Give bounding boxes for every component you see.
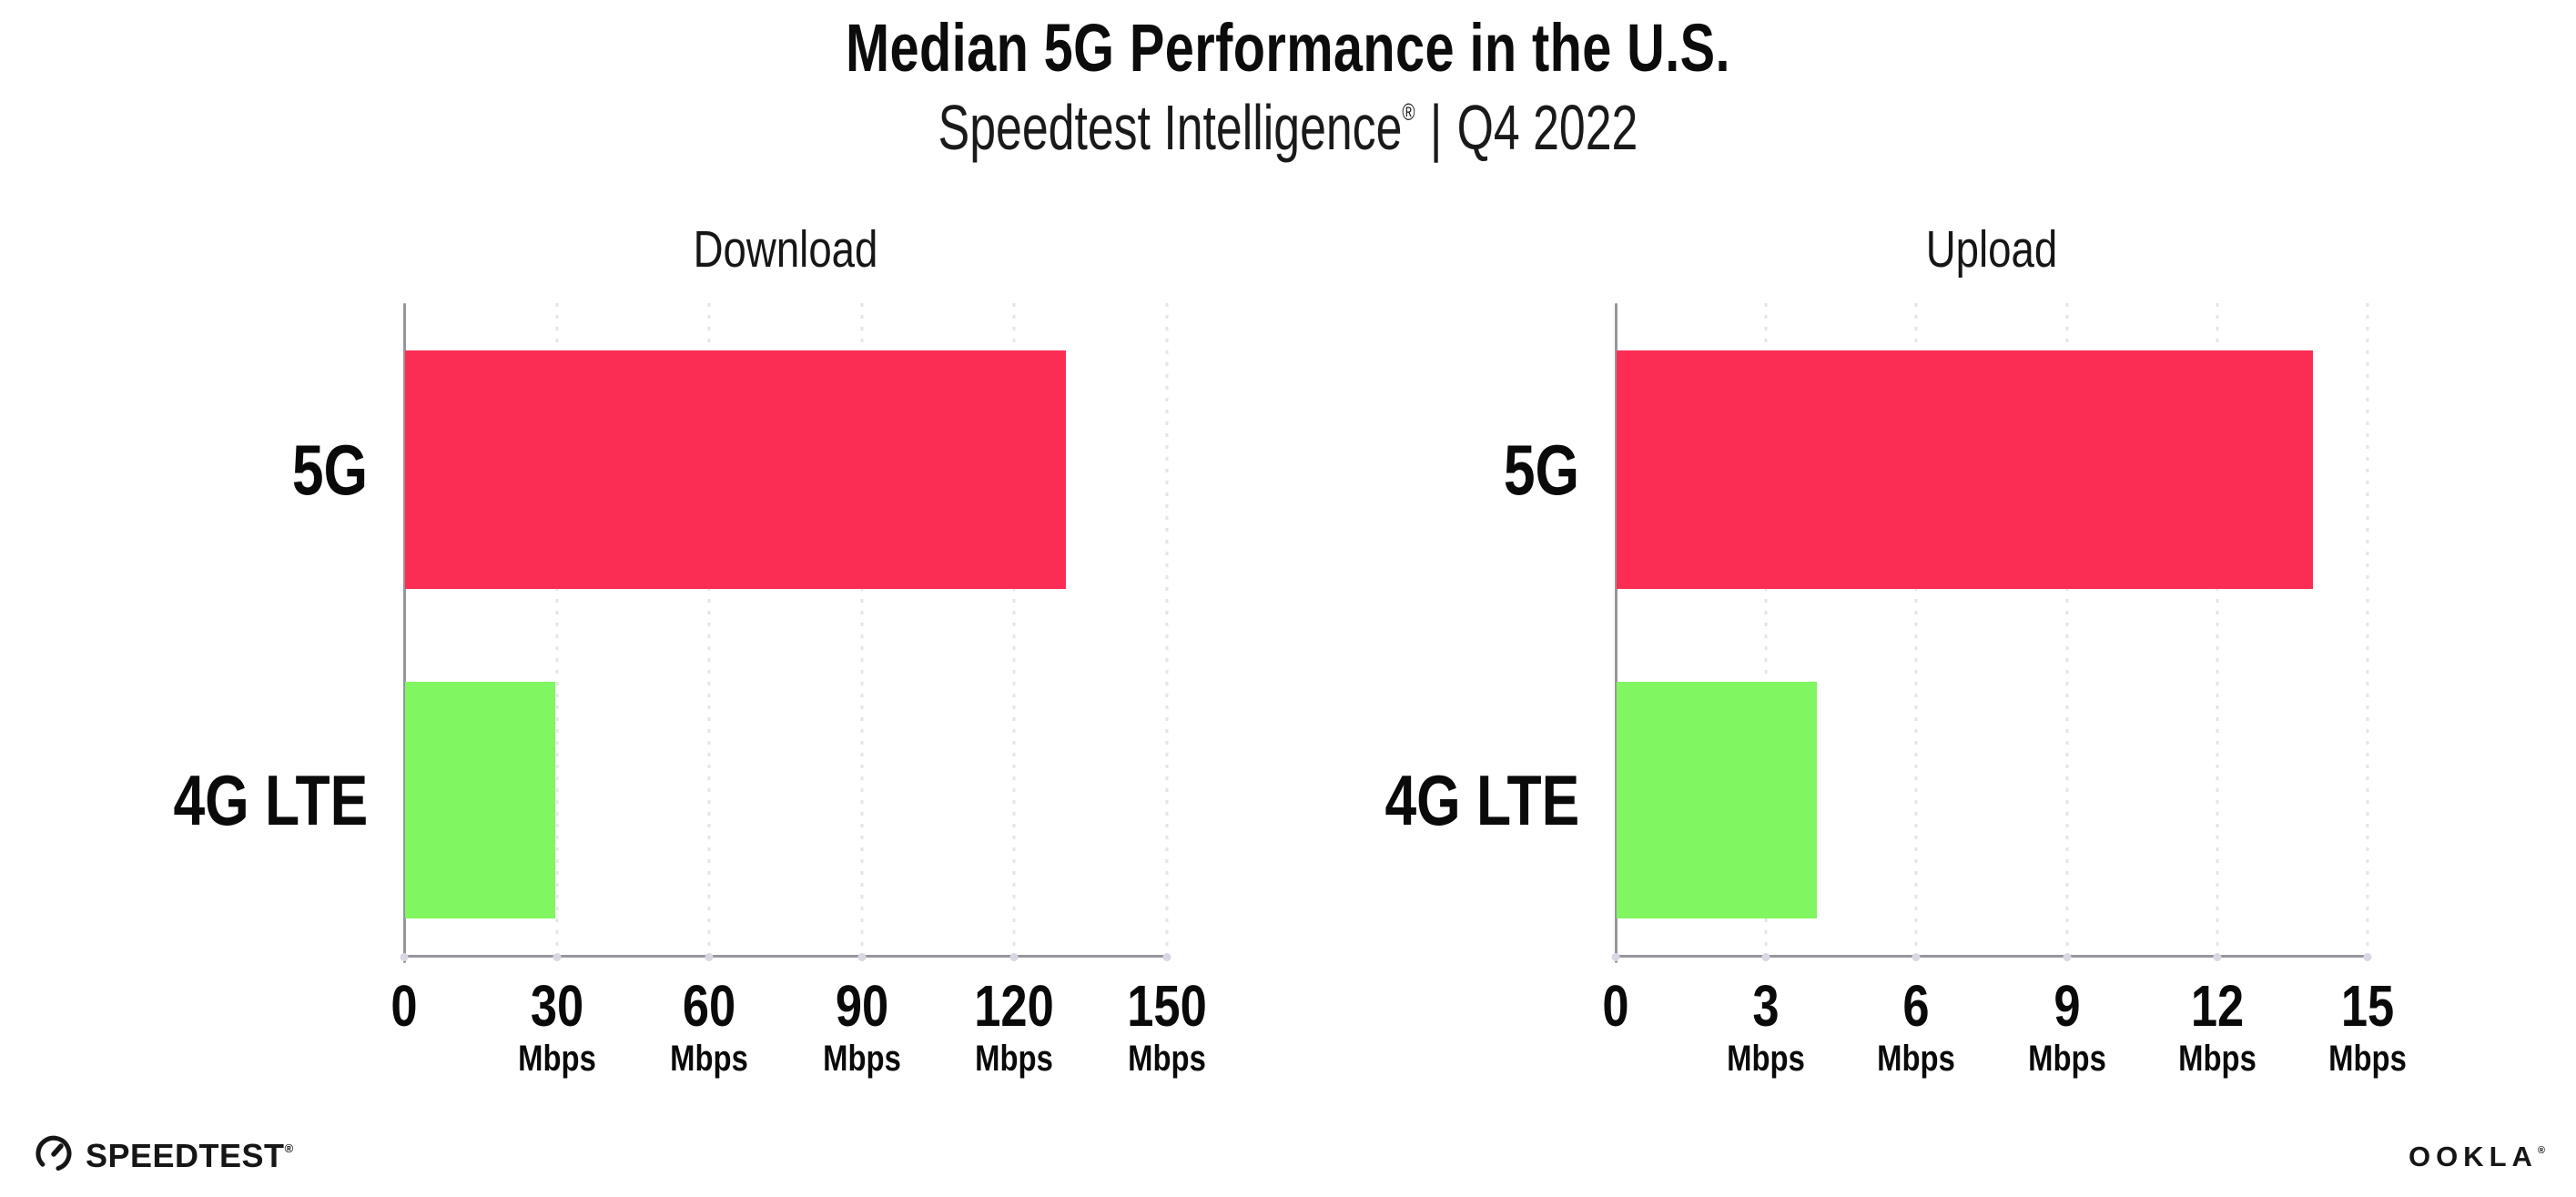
subtitle-period: Q4 2022 bbox=[1456, 92, 1638, 163]
gridline-15 bbox=[2366, 303, 2369, 957]
gridline-120 bbox=[1012, 303, 1016, 957]
registered-trademark-symbol: ® bbox=[1402, 98, 1415, 126]
gridline-3 bbox=[1764, 303, 1768, 957]
x-tick-90: 90 Mbps bbox=[822, 973, 901, 1079]
x-tick-0: 0 bbox=[1602, 973, 1629, 1039]
speedtest-gauge-icon bbox=[33, 1132, 75, 1179]
y-axis-line bbox=[403, 303, 406, 964]
registered-trademark-symbol: ® bbox=[284, 1141, 294, 1155]
axis-tick-dot bbox=[1761, 953, 1770, 961]
x-tick-12: 12 Mbps bbox=[2177, 973, 2257, 1079]
speedtest-wordmark: SPEEDTEST® bbox=[86, 1136, 294, 1174]
upload-chart-plot: Upload 5G 4G LTE 0 3 Mbps 6 Mbps 9 bbox=[1384, 220, 2407, 1077]
upload-4g-lte-bar bbox=[1617, 682, 1818, 918]
axis-tick-dot bbox=[2363, 953, 2372, 961]
gridline-60 bbox=[707, 303, 711, 957]
x-tick-30: 30 Mbps bbox=[517, 973, 596, 1079]
x-tick-3: 3 Mbps bbox=[1727, 973, 1806, 1079]
axis-tick-dot bbox=[1912, 953, 1921, 961]
page-subtitle: Speedtest Intelligence® | Q4 2022 bbox=[938, 91, 1638, 164]
category-label-5g: 5G bbox=[1503, 430, 1579, 510]
gridline-12 bbox=[2216, 303, 2219, 957]
download-5g-bar bbox=[405, 350, 1067, 589]
gridline-30 bbox=[555, 303, 559, 957]
x-tick-120: 120 Mbps bbox=[974, 973, 1055, 1079]
axis-tick-dot bbox=[553, 953, 562, 961]
x-axis-line bbox=[401, 955, 1169, 958]
upload-5g-bar bbox=[1617, 350, 2314, 589]
ookla-logo: OOKLA® bbox=[2409, 1141, 2545, 1173]
gridline-90 bbox=[860, 303, 864, 957]
registered-trademark-symbol: ® bbox=[2537, 1145, 2545, 1156]
axis-tick-dot bbox=[2213, 953, 2222, 961]
category-label-4g-lte: 4G LTE bbox=[173, 760, 368, 840]
speedtest-logo: SPEEDTEST® bbox=[33, 1132, 294, 1179]
axis-tick-dot bbox=[705, 953, 714, 961]
download-chart-title: Download bbox=[693, 220, 878, 279]
category-label-5g: 5G bbox=[291, 430, 368, 510]
x-tick-0: 0 bbox=[390, 973, 418, 1039]
y-axis-line bbox=[1615, 303, 1618, 964]
x-axis-line bbox=[1613, 955, 2369, 958]
axis-tick-dot bbox=[1009, 953, 1019, 961]
axis-tick-dot bbox=[400, 953, 409, 961]
subtitle-separator: | bbox=[1429, 92, 1443, 163]
download-4g-lte-bar bbox=[405, 682, 555, 918]
gridline-150 bbox=[1165, 303, 1169, 957]
x-tick-6: 6 Mbps bbox=[1877, 973, 1956, 1079]
axis-tick-dot bbox=[1162, 953, 1171, 961]
x-tick-15: 15 Mbps bbox=[2328, 973, 2407, 1079]
x-tick-9: 9 Mbps bbox=[2027, 973, 2106, 1079]
gridline-9 bbox=[2065, 303, 2069, 957]
download-chart-plot: Download 5G 4G LTE 0 30 Mbps 60 Mbps 90 bbox=[173, 220, 1207, 1077]
axis-tick-dot bbox=[2063, 953, 2072, 961]
axis-tick-dot bbox=[857, 953, 867, 961]
gridline-6 bbox=[1914, 303, 1918, 957]
x-tick-150: 150 Mbps bbox=[1127, 973, 1207, 1079]
upload-chart-title: Upload bbox=[1925, 220, 2058, 279]
subtitle-brand: Speedtest Intelligence bbox=[938, 92, 1403, 163]
category-label-4g-lte: 4G LTE bbox=[1384, 760, 1579, 840]
ookla-wordmark: OOKLA® bbox=[2408, 1141, 2545, 1172]
x-tick-60: 60 Mbps bbox=[670, 973, 749, 1079]
axis-tick-dot bbox=[1611, 953, 1620, 961]
page-title: Median 5G Performance in the U.S. bbox=[846, 10, 1730, 86]
